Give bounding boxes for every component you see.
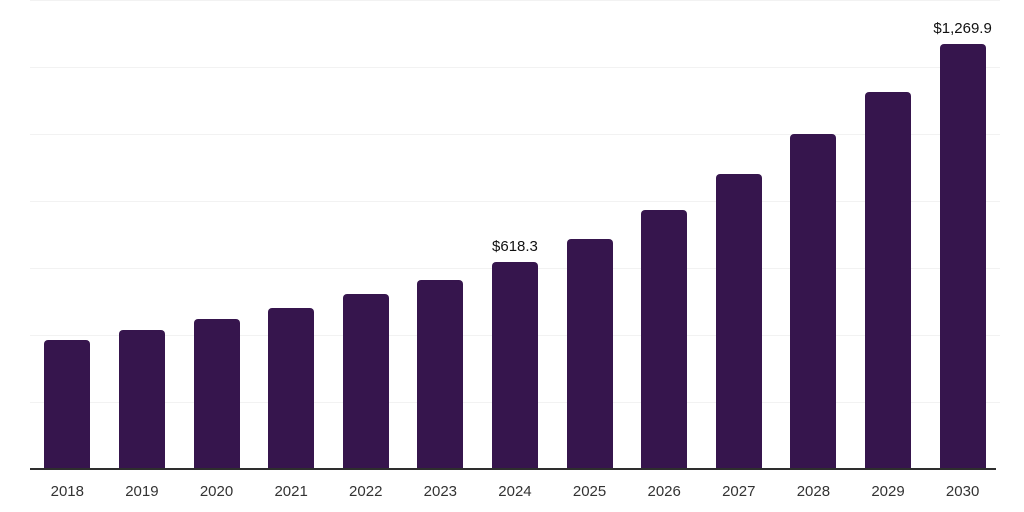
plot-area: $618.3 $1,269.9 xyxy=(30,0,1000,470)
gridline-1200 xyxy=(30,67,1000,68)
x-tick-2018: 2018 xyxy=(50,483,84,500)
bar-slot-2028 xyxy=(776,0,851,469)
bars-row: $618.3 $1,269.9 xyxy=(30,0,1000,469)
x-tick-2027: 2027 xyxy=(722,483,756,500)
gridline-800 xyxy=(30,201,1000,202)
bar-slot-2029 xyxy=(851,0,926,469)
x-tick-2024: 2024 xyxy=(498,483,532,500)
bar-slot-2026 xyxy=(627,0,702,469)
bar-2022 xyxy=(342,294,389,469)
bar-2028 xyxy=(790,134,837,469)
bar-2023 xyxy=(417,280,464,469)
gridline-1400 xyxy=(30,0,1000,1)
bar-slot-2019 xyxy=(105,0,180,469)
x-axis-line xyxy=(30,468,996,470)
data-label-2024: $618.3 xyxy=(492,238,538,255)
x-tick-2025: 2025 xyxy=(572,483,607,500)
bar-slot-2024: $618.3 xyxy=(478,0,553,469)
x-tick-2021: 2021 xyxy=(274,483,308,500)
x-tick-2029: 2029 xyxy=(871,483,905,500)
x-tick-2030: 2030 xyxy=(945,483,980,500)
bar-slot-2022 xyxy=(328,0,403,469)
x-tick-2019: 2019 xyxy=(125,483,159,500)
bar-slot-2025 xyxy=(552,0,627,469)
x-tick-2022: 2022 xyxy=(349,483,383,500)
bar-slot-2030: $1,269.9 xyxy=(925,0,1000,469)
bar-2030 xyxy=(939,44,986,469)
bar-2029 xyxy=(865,92,911,469)
bar-2021 xyxy=(268,308,315,469)
bar-slot-2021 xyxy=(254,0,329,469)
x-tick-2023: 2023 xyxy=(423,483,458,500)
bar-2020 xyxy=(193,319,240,469)
bar-2026 xyxy=(641,210,688,469)
bar-slot-2027 xyxy=(701,0,776,469)
bar-slot-2023 xyxy=(403,0,478,469)
data-label-2030: $1,269.9 xyxy=(933,20,992,37)
bar-2024 xyxy=(491,262,538,469)
x-tick-2028: 2028 xyxy=(796,483,831,500)
bar-slot-2018 xyxy=(30,0,105,469)
x-tick-2026: 2026 xyxy=(647,483,681,500)
bar-slot-2020 xyxy=(179,0,254,469)
x-axis-tick-labels: 2018 2019 2020 2021 2022 2023 2024 2025 2026 2027… xyxy=(30,483,1000,500)
bar-2025 xyxy=(566,239,613,469)
bar-2018 xyxy=(44,340,91,469)
x-tick-2020: 2020 xyxy=(199,483,234,500)
bar-2019 xyxy=(118,330,165,469)
bar-2027 xyxy=(715,174,762,469)
gridline-1000 xyxy=(30,134,1000,135)
